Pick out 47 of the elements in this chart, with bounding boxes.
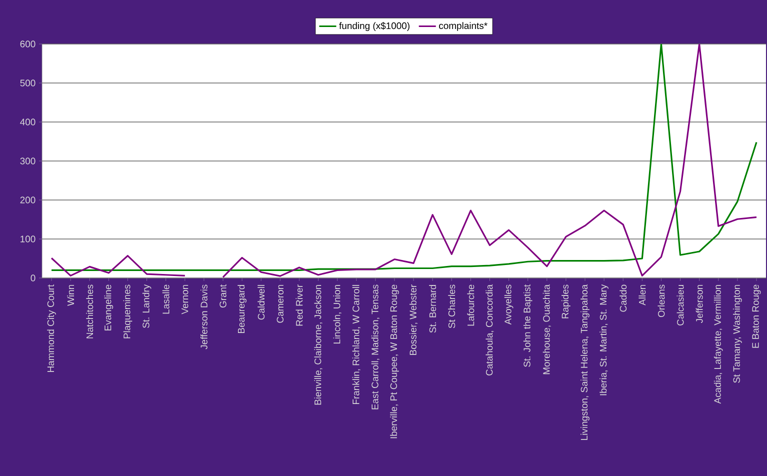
- y-tick-label: 500: [20, 80, 36, 86]
- y-tick-label: 100: [20, 236, 36, 242]
- y-tick-label: 200: [20, 196, 36, 204]
- x-tick-label: Hammond City Court: [47, 284, 56, 372]
- x-tick-label: Catahoula, Concordia: [486, 284, 494, 376]
- x-tick-label: Livingston, Saint Helena, Tangipahoa: [580, 284, 590, 440]
- x-tick-label: Rapides: [562, 284, 570, 318]
- x-tick-label: Grant: [220, 284, 226, 308]
- x-tick-label: St. Bernard: [429, 284, 436, 333]
- x-tick-label: Calcasieu: [676, 284, 684, 326]
- x-tick-label: Bossier, Webster: [409, 284, 418, 355]
- x-tick-label: E Baton Rouge: [752, 284, 761, 348]
- x-tick-label: St Charles: [448, 284, 456, 328]
- x-tick-label: Winn: [67, 284, 74, 306]
- x-tick-label: Franklin, Richland, W Carroll: [352, 285, 360, 404]
- x-tick-label: Lafourche: [467, 284, 474, 326]
- x-tick-label: East Carroll, Madison, Tensas: [371, 284, 380, 410]
- x-tick-label: Iberia, St. Martin, St. Mary: [600, 284, 608, 396]
- x-tick-label: Lasalle: [162, 284, 170, 314]
- x-tick-label: Evangeline: [104, 284, 114, 330]
- x-tick-label: Iberville, Pt Coupee, W Baton Rouge: [390, 284, 399, 438]
- x-tick-label: Red River: [296, 284, 303, 326]
- x-tick-label: Cameron: [276, 284, 284, 323]
- x-tick-label: Bienville, Claiborne, Jackson: [314, 284, 322, 405]
- legend-label: funding (x$1000): [339, 22, 410, 32]
- y-tick-label: 0: [30, 274, 36, 282]
- x-tick-label: Natchitoches: [86, 284, 94, 338]
- x-tick-label: Allen: [638, 284, 646, 306]
- x-tick-label: Caldwell: [258, 285, 265, 320]
- y-tick-label: 400: [20, 118, 36, 126]
- x-tick-label: Jefferson: [696, 284, 703, 323]
- x-tick-label: Orleans: [658, 284, 665, 318]
- y-tick-label: 300: [20, 158, 36, 164]
- x-tick-label: Morehouse, Ouachita: [542, 284, 551, 374]
- legend-label: complaints*: [439, 22, 488, 31]
- x-tick-label: Lincoln, Union: [333, 284, 342, 344]
- y-tick-label: 600: [20, 40, 36, 48]
- x-tick-label: Vernon: [182, 284, 188, 314]
- x-tick-label: St. Landry: [142, 284, 152, 328]
- x-tick-label: Plaquemines: [123, 284, 132, 338]
- x-tick-label: St. John the Baptist: [523, 284, 532, 367]
- x-tick-label: Avoyelles: [504, 284, 514, 325]
- x-tick-label: Caddo: [620, 284, 627, 312]
- x-tick-label: Acadia, Lafayette, Vermillion: [714, 284, 723, 404]
- x-tick-label: Jefferson Davis: [200, 284, 208, 350]
- x-tick-label: Beauregard: [238, 284, 246, 334]
- x-tick-label: St Tamany, Washington: [733, 284, 742, 383]
